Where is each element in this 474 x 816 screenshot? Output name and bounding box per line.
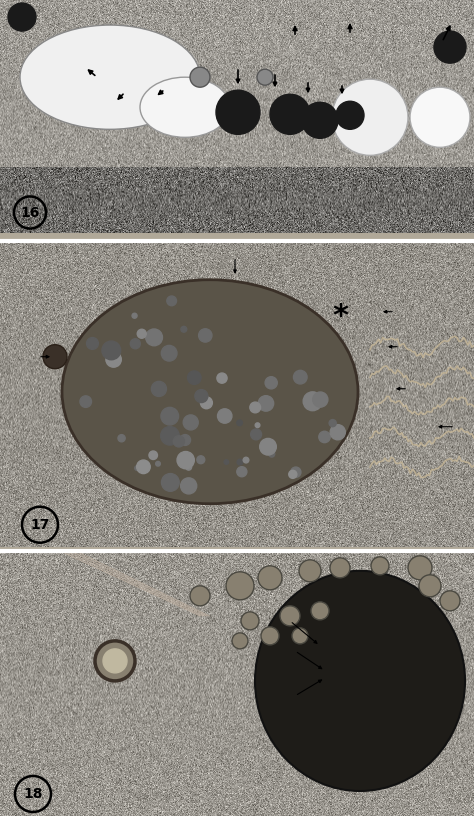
Circle shape	[103, 649, 127, 673]
Circle shape	[218, 409, 232, 424]
Circle shape	[137, 460, 150, 473]
Circle shape	[87, 338, 99, 349]
Circle shape	[299, 560, 321, 582]
Circle shape	[270, 94, 310, 135]
Circle shape	[195, 389, 208, 402]
Ellipse shape	[255, 571, 465, 791]
Circle shape	[330, 424, 346, 440]
Circle shape	[291, 467, 301, 477]
Circle shape	[43, 344, 67, 369]
Circle shape	[302, 102, 338, 139]
Circle shape	[161, 427, 179, 445]
Circle shape	[408, 556, 432, 580]
Circle shape	[135, 466, 139, 470]
Circle shape	[190, 586, 210, 605]
Circle shape	[149, 451, 157, 459]
Circle shape	[186, 464, 191, 470]
Circle shape	[410, 87, 470, 148]
Circle shape	[237, 467, 247, 477]
Circle shape	[95, 641, 135, 681]
Circle shape	[265, 377, 277, 389]
Circle shape	[303, 392, 322, 410]
Circle shape	[280, 605, 300, 626]
Ellipse shape	[20, 25, 200, 129]
Circle shape	[183, 415, 198, 430]
Circle shape	[146, 329, 163, 346]
Circle shape	[161, 407, 179, 425]
Circle shape	[106, 352, 121, 367]
Circle shape	[311, 602, 329, 620]
Circle shape	[217, 373, 227, 384]
Circle shape	[151, 381, 166, 397]
Circle shape	[106, 343, 119, 357]
Circle shape	[237, 459, 243, 465]
Ellipse shape	[62, 280, 358, 503]
Circle shape	[8, 3, 36, 31]
Circle shape	[197, 456, 205, 463]
Circle shape	[329, 419, 336, 427]
Circle shape	[216, 91, 260, 135]
Circle shape	[118, 435, 125, 441]
Circle shape	[102, 341, 121, 360]
Circle shape	[255, 423, 260, 428]
Circle shape	[289, 470, 297, 478]
Circle shape	[161, 345, 177, 361]
Circle shape	[330, 558, 350, 578]
Circle shape	[190, 67, 210, 87]
Ellipse shape	[140, 78, 230, 137]
Circle shape	[258, 565, 282, 590]
Circle shape	[292, 628, 308, 644]
Circle shape	[130, 339, 140, 348]
Circle shape	[199, 329, 212, 342]
Circle shape	[336, 101, 364, 129]
Circle shape	[261, 627, 279, 645]
Circle shape	[251, 429, 262, 440]
Circle shape	[332, 79, 408, 155]
Circle shape	[132, 313, 137, 318]
Circle shape	[241, 612, 259, 630]
Circle shape	[80, 396, 91, 407]
Text: 17: 17	[30, 517, 50, 532]
Circle shape	[226, 572, 254, 600]
Circle shape	[180, 435, 191, 446]
Circle shape	[293, 370, 307, 384]
Circle shape	[232, 633, 248, 649]
Bar	[0, 167, 474, 233]
Circle shape	[181, 326, 187, 332]
Circle shape	[201, 397, 212, 409]
Circle shape	[319, 431, 330, 442]
Text: 18: 18	[23, 787, 43, 801]
Circle shape	[260, 438, 276, 455]
Text: *: *	[332, 302, 348, 331]
Circle shape	[181, 478, 197, 494]
Text: 16: 16	[20, 206, 40, 220]
Circle shape	[155, 461, 160, 466]
Circle shape	[162, 473, 179, 491]
Circle shape	[173, 436, 184, 447]
Circle shape	[371, 557, 389, 574]
Circle shape	[188, 371, 201, 384]
Circle shape	[313, 392, 328, 407]
Circle shape	[243, 457, 249, 463]
Circle shape	[434, 31, 466, 63]
Circle shape	[250, 402, 261, 413]
Circle shape	[237, 420, 242, 426]
Circle shape	[167, 296, 176, 306]
Circle shape	[440, 591, 460, 611]
Circle shape	[224, 459, 228, 464]
Circle shape	[177, 451, 194, 468]
Circle shape	[257, 69, 273, 85]
Circle shape	[137, 329, 146, 339]
Circle shape	[258, 396, 273, 411]
Circle shape	[269, 451, 275, 457]
Circle shape	[419, 574, 441, 596]
